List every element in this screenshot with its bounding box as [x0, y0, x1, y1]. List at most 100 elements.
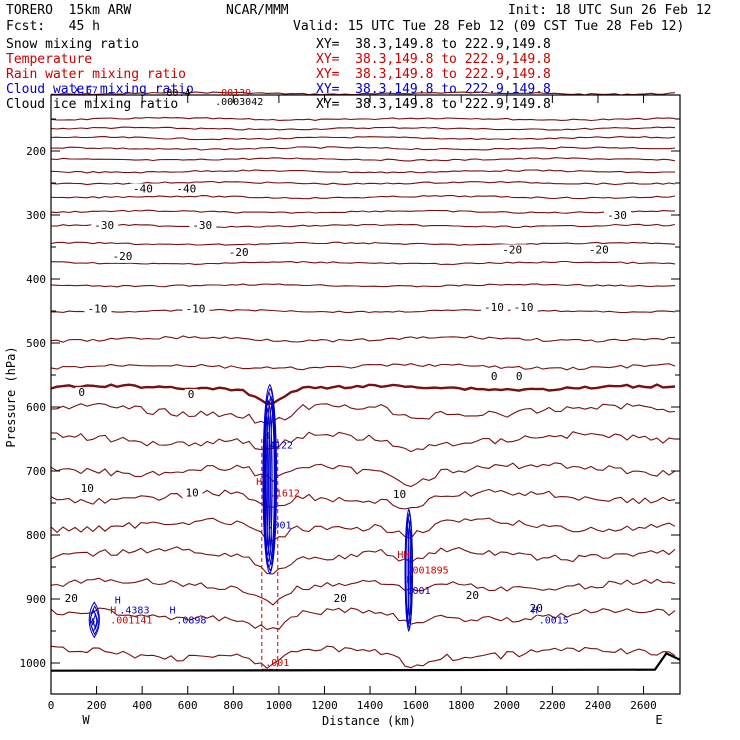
- isotherm-label: -20: [502, 243, 522, 256]
- local-max-label: .0898: [176, 615, 206, 626]
- isotherm-label: 0: [516, 370, 523, 383]
- isotherm-line: [50, 146, 676, 151]
- isotherm-line: [50, 283, 676, 288]
- cloud-water-contour: [88, 601, 100, 639]
- isotherm-label: 20: [466, 589, 479, 602]
- isotherm-line: [50, 363, 676, 371]
- isotherm-label-bg: [91, 220, 119, 233]
- isotherm-label: 10: [393, 488, 406, 501]
- isotherm-label: -20: [229, 246, 249, 259]
- isotherm-label: -10: [484, 301, 504, 314]
- x-tick-label: 2200: [539, 699, 566, 712]
- local-max-label: .001141: [110, 615, 152, 626]
- isotherm-label: 0: [188, 388, 195, 401]
- isotherm-label-bg: [330, 593, 351, 606]
- x-tick-label: 1600: [402, 699, 429, 712]
- isotherm-line: [50, 136, 676, 141]
- isotherm-line: [50, 462, 676, 488]
- x-axis-left-end-label: W: [82, 713, 90, 727]
- isotherm-line: [50, 91, 676, 96]
- isotherm-label: -30: [94, 219, 114, 232]
- y-tick-label: 400: [26, 273, 46, 286]
- isotherm-line: [50, 308, 676, 314]
- isotherm-label-bg: [389, 488, 410, 501]
- top-annotation: -80.4: [160, 88, 190, 99]
- isotherm-line: [50, 180, 676, 186]
- isotherm-label-bg: [130, 183, 158, 196]
- isotherm-label: 0: [78, 386, 85, 399]
- local-max-label: HH: [397, 550, 409, 561]
- y-tick-label: 300: [26, 209, 46, 222]
- isotherm-label-bg: [499, 244, 527, 257]
- legend-field-xy: XY= 38.3,149.8 to 222.9,149.8: [316, 37, 551, 52]
- x-tick-label: 2000: [494, 699, 521, 712]
- isotherm-label-bg: [487, 371, 501, 384]
- local-max-label: H: [110, 606, 116, 617]
- x-tick-label: 2600: [630, 699, 657, 712]
- x-axis-label: Distance (km): [322, 714, 416, 728]
- y-tick-label: 600: [26, 401, 46, 414]
- forecast-hour: Fcst: 45 h: [6, 19, 100, 34]
- isotherm-label: 0: [491, 370, 498, 383]
- isotherm-line: [50, 431, 676, 453]
- isotherm-line: [50, 126, 676, 131]
- plot-border: [50, 94, 681, 695]
- terrain-line: [50, 652, 681, 672]
- local-max-label: .001: [268, 521, 292, 532]
- isotherm-label: 20: [530, 602, 543, 615]
- isotherm-label-bg: [510, 302, 538, 314]
- isotherm-line: [50, 546, 676, 575]
- isotherm-label-bg: [173, 183, 201, 196]
- isotherm-label: -40: [133, 183, 153, 196]
- isotherm-label-bg: [77, 483, 98, 496]
- isotherm-label: -20: [589, 243, 609, 256]
- top-annotation: .00139: [215, 88, 251, 99]
- isotherm-label-bg: [61, 593, 82, 606]
- isotherm-label: 10: [81, 482, 94, 495]
- isotherm-label: -40: [176, 183, 196, 196]
- zero-isotherm-line: [50, 383, 676, 406]
- y-tick-label: 200: [26, 145, 46, 158]
- isotherm-lines: [50, 91, 676, 670]
- isotherm-label-bg: [109, 250, 137, 263]
- isotherm-line: [50, 260, 676, 266]
- top-annotation: .0003042: [215, 97, 263, 108]
- local-max-label: H: [263, 431, 269, 442]
- isotherm-label: -30: [192, 219, 212, 232]
- isotherm-label-bg: [585, 244, 613, 257]
- local-max-label: H: [170, 606, 176, 617]
- isotherm-line: [50, 194, 676, 200]
- y-tick-label: 800: [26, 529, 46, 542]
- isotherm-label: -20: [113, 250, 133, 263]
- isotherm-line: [50, 645, 676, 670]
- legend-field-xy: XY= 38.3,149.8 to 222.9,149.8: [316, 52, 551, 67]
- local-max-label: .0015: [539, 615, 569, 626]
- cloud-water-contour: [409, 529, 413, 617]
- local-max-label: .4122: [263, 441, 293, 452]
- isotherm-label: 20: [334, 592, 347, 605]
- isotherm-label-bg: [184, 389, 198, 402]
- isotherm-label-bg: [481, 302, 509, 314]
- model-title: TORERO 15km ARW: [6, 3, 132, 18]
- local-max-label: .001895: [407, 565, 449, 576]
- isotherm-label-bg: [526, 602, 547, 615]
- legend-field-name: Temperature: [6, 52, 93, 67]
- legend-field-name: Snow mixing ratio: [6, 37, 140, 52]
- local-max-label: H: [532, 606, 538, 617]
- isotherm-label: 10: [185, 487, 198, 500]
- legend-field-xy: XY= 38.3,149.8 to 222.9,149.8: [316, 67, 551, 82]
- x-tick-label: 0: [48, 699, 55, 712]
- isotherm-line: [50, 607, 676, 631]
- isotherm-line: [50, 116, 676, 122]
- isotherm-line: [50, 517, 676, 542]
- local-max-label: .001: [407, 586, 431, 597]
- x-tick-label: 200: [87, 699, 107, 712]
- isotherm-line: [50, 335, 676, 343]
- legend-field-name: Rain water mixing ratio: [6, 67, 187, 82]
- cloud-water-contour: [405, 525, 410, 620]
- valid-time: Valid: 15 UTC Tue 28 Feb 12 (09 CST Tue …: [293, 19, 685, 34]
- plot-frame: [50, 94, 681, 695]
- ground-line: [50, 652, 681, 672]
- x-tick-label: 1200: [311, 699, 338, 712]
